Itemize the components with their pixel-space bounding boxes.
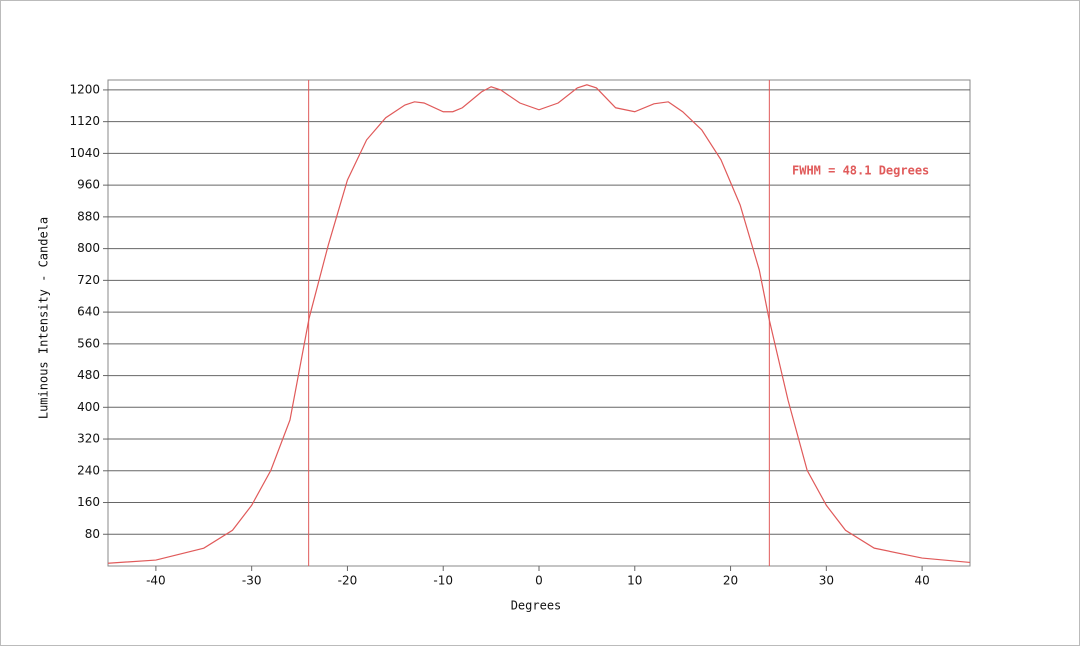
y-tick-label: 400 [77,400,100,414]
y-tick-label: 1200 [69,82,100,96]
x-tick-label: -10 [433,574,453,588]
data-line [107,84,971,564]
y-tick-label: 560 [77,336,100,350]
x-tick-label: -40 [146,574,166,588]
x-tick-label: 40 [914,574,929,588]
y-tick-label: 1040 [69,146,100,160]
y-tick-label: 640 [77,305,100,319]
y-tick-label: 800 [77,241,100,255]
y-tick-label: 80 [85,527,100,541]
x-tick-label: 20 [723,574,738,588]
plot-area [107,79,971,567]
y-tick-label: 880 [77,209,100,223]
x-axis-title: Degrees [511,599,562,613]
x-tick-label: 0 [535,574,543,588]
x-tick-label: 30 [819,574,834,588]
y-tick-label: 1120 [69,114,100,128]
annotation: FWHM = 48.1 Degrees [792,164,929,178]
x-tick-label: -20 [338,574,358,588]
y-tick-label: 720 [77,273,100,287]
x-tick-label: -30 [242,574,262,588]
y-tick-label: 320 [77,432,100,446]
y-tick-label: 480 [77,368,100,382]
x-tick-label: 10 [627,574,642,588]
y-tick-label: 240 [77,463,100,477]
y-tick-label: 960 [77,178,100,192]
y-tick-label: 160 [77,495,100,509]
y-axis-title: Luminous Intensity - Candela [37,217,51,419]
